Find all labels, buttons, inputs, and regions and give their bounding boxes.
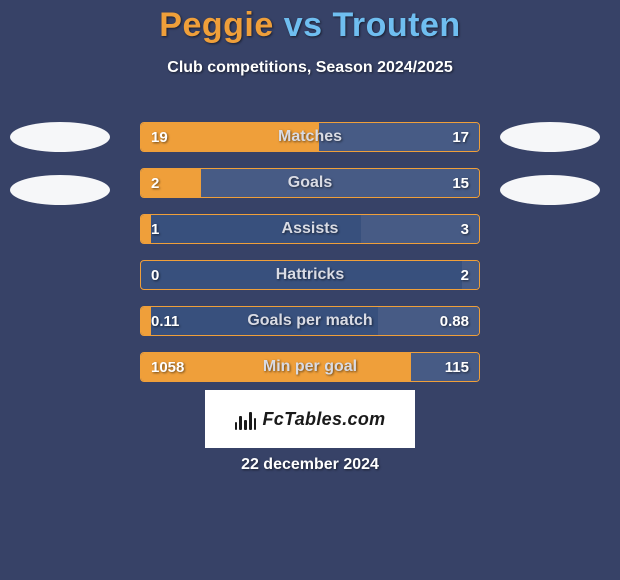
stat-row: Min per goal1058115 [140,352,480,382]
stat-value-left: 1058 [141,353,194,381]
stat-value-right: 0.88 [430,307,479,335]
stat-value-left: 2 [141,169,169,197]
stat-value-left: 1 [141,215,169,243]
stat-value-left: 19 [141,123,178,151]
title-vs: vs [284,6,323,44]
stat-row: Hattricks0 2 [140,260,480,290]
stat-label: Assists [141,215,479,243]
player-left-photo-1 [10,122,110,152]
stat-value-right: 17 [442,123,479,151]
fctables-icon [235,408,257,430]
stat-value-right: 3 [451,215,479,243]
stat-label: Goals [141,169,479,197]
player-right-name: Trouten [333,6,461,44]
stat-value-right: 15 [442,169,479,197]
stat-value-left: 0 [141,261,169,289]
fctables-logo: FcTables.com [205,390,415,448]
stat-value-right: 2 [451,261,479,289]
player-right-photo-2 [500,175,600,205]
subtitle: Club competitions, Season 2024/2025 [0,59,620,77]
fctables-text: FcTables.com [263,409,386,430]
stat-row: Matches19 17 [140,122,480,152]
stats-bars: Matches1917Goals215Assists13Hattricks02G… [140,122,480,398]
player-right-photo-1 [500,122,600,152]
stat-row: Goals2 15 [140,168,480,198]
stat-label: Goals per match [141,307,479,335]
stat-row: Goals per match0.11 0.88 [140,306,480,336]
stat-label: Matches [141,123,479,151]
stat-value-right: 115 [435,353,479,381]
stat-value-left: 0.11 [141,307,189,335]
stat-label: Hattricks [141,261,479,289]
comparison-date: 22 december 2024 [0,456,620,474]
stat-row: Assists1 3 [140,214,480,244]
player-left-photo-2 [10,175,110,205]
comparison-title: Peggie vs Trouten [0,0,620,45]
player-left-name: Peggie [159,6,273,44]
